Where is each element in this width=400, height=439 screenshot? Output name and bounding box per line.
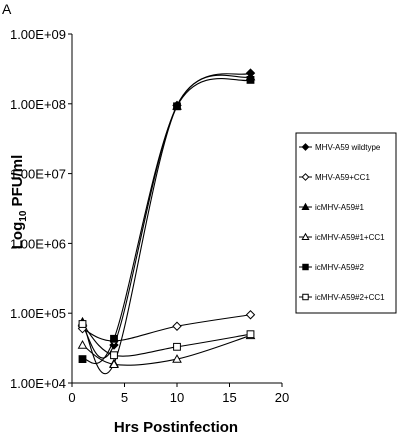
- x-tick-label: 0: [68, 390, 75, 405]
- data-point: [110, 334, 118, 343]
- data-point: [78, 355, 87, 363]
- data-point: [172, 321, 182, 331]
- x-tick-label: 10: [170, 390, 184, 405]
- series-line-6: [82, 323, 251, 357]
- series-line-2: [82, 314, 251, 342]
- legend-marker: [302, 293, 309, 301]
- y-tick-label: 1.00E+07: [10, 167, 66, 182]
- data-point: [173, 102, 181, 111]
- x-axis-ticks: 0 5 10 15 20: [68, 383, 289, 405]
- data-point: [172, 354, 182, 363]
- data-point: [78, 320, 87, 328]
- y-tick-label: 1.00E+09: [10, 27, 66, 42]
- legend-marker: [301, 173, 310, 181]
- data-point: [77, 339, 88, 349]
- series-line-5: [82, 77, 251, 365]
- x-tick-label: 5: [121, 390, 128, 405]
- legend-label: icMHV-A59#1+CC1: [315, 233, 385, 242]
- y-axis-title: Log10 PFU/ml: [9, 155, 29, 249]
- legend-marker: [301, 143, 310, 151]
- y-tick-label: 1.00E+06: [10, 236, 66, 251]
- panel-label: A: [2, 1, 12, 17]
- legend-label: icMHV-A59#2: [315, 263, 364, 272]
- y-axis-ticks: 1.00E+04 1.00E+05 1.00E+06 1.00E+07 1.00E+08…: [10, 27, 72, 391]
- series-line-4: [82, 334, 251, 366]
- legend-marker: [301, 232, 310, 241]
- legend-label: icMHV-A59#2+CC1: [315, 293, 385, 302]
- legend-marker: [301, 202, 310, 211]
- legend: MHV-A59 wildtype MHV-A59+CC1 icMHV-A59#1 ic…: [295, 132, 397, 314]
- data-point: [246, 75, 255, 84]
- data-point: [246, 330, 255, 339]
- legend-marker: [302, 263, 309, 271]
- x-tick-label: 20: [275, 390, 289, 405]
- legend-label: icMHV-A59#1: [315, 203, 364, 212]
- series-line-1: [82, 72, 251, 359]
- y-tick-label: 1.00E+04: [10, 376, 66, 391]
- legend-box: [295, 132, 397, 314]
- data-point: [110, 351, 118, 360]
- data-point: [245, 310, 256, 320]
- legend-label: MHV-A59 wildtype: [315, 143, 381, 152]
- y-tick-label: 1.00E+05: [10, 306, 66, 321]
- x-tick-label: 15: [222, 390, 236, 405]
- legend-label: MHV-A59+CC1: [315, 173, 370, 182]
- series-lines: [82, 72, 251, 375]
- data-point: [109, 359, 119, 369]
- y-tick-label: 1.00E+08: [10, 97, 66, 112]
- x-axis-title: Hrs Postinfection: [114, 419, 238, 436]
- data-point: [173, 342, 181, 351]
- series-markers: [77, 68, 256, 369]
- series-line-3: [82, 74, 251, 375]
